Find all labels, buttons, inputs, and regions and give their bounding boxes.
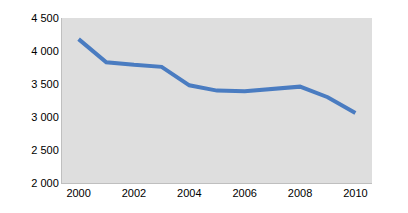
svg-text:2004: 2004 bbox=[177, 187, 201, 199]
svg-text:2000: 2000 bbox=[66, 187, 90, 199]
svg-text:3 000: 3 000 bbox=[31, 111, 59, 123]
svg-text:2006: 2006 bbox=[232, 187, 256, 199]
svg-text:2 000: 2 000 bbox=[31, 177, 59, 189]
svg-text:3 500: 3 500 bbox=[31, 78, 59, 90]
svg-text:2002: 2002 bbox=[122, 187, 146, 199]
svg-text:2 500: 2 500 bbox=[31, 144, 59, 156]
svg-text:2008: 2008 bbox=[288, 187, 312, 199]
svg-text:4 000: 4 000 bbox=[31, 45, 59, 57]
svg-text:4 500: 4 500 bbox=[31, 12, 59, 24]
svg-text:2010: 2010 bbox=[343, 187, 367, 199]
